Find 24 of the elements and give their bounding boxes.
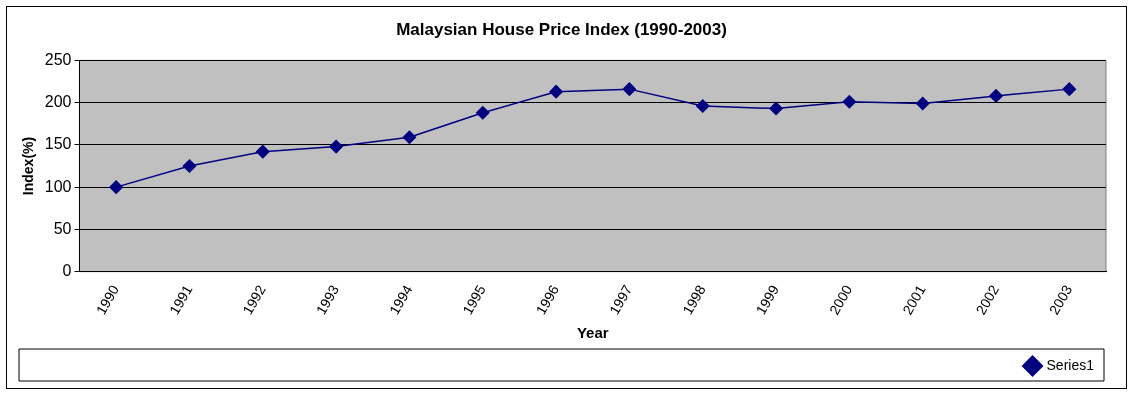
y-tick-label: 200 xyxy=(44,93,72,111)
point xyxy=(695,99,710,113)
point xyxy=(329,139,343,154)
y-tick-label: 0 xyxy=(62,262,72,280)
y-tick-label: 50 xyxy=(53,219,72,237)
y-tick-label: 150 xyxy=(44,135,72,153)
legend-label: Series1 xyxy=(1046,356,1095,373)
chart-title: Malaysian House Price Index (1990-2003) xyxy=(396,19,727,39)
point xyxy=(402,130,417,145)
point xyxy=(109,180,123,194)
point xyxy=(256,144,270,159)
point xyxy=(622,82,637,96)
point xyxy=(842,95,857,109)
point xyxy=(182,159,197,173)
point xyxy=(989,89,1003,103)
point xyxy=(915,96,930,111)
y-tick-label: 100 xyxy=(44,177,72,195)
point xyxy=(1062,82,1077,96)
x-axis-title: Year xyxy=(576,324,609,342)
point xyxy=(476,106,490,120)
point xyxy=(769,101,783,116)
point xyxy=(549,84,563,99)
y-axis-title: Index(%) xyxy=(20,136,37,196)
y-tick-label: 250 xyxy=(44,50,72,68)
